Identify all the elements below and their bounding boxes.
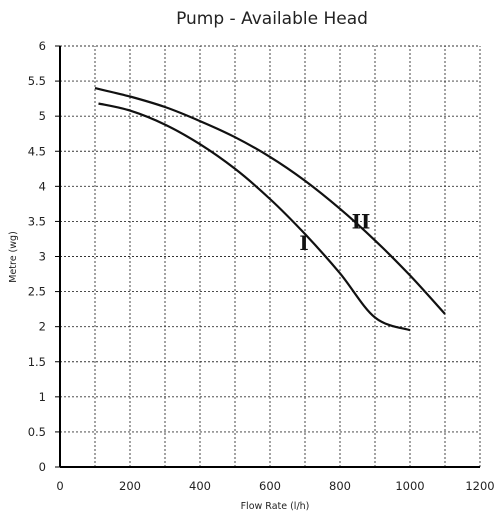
series-label-2: II: [352, 210, 371, 234]
series-line-1: [98, 102, 411, 332]
y-tick-labels: 0 0.5 1 1.5 2 2.5 3 3.5 4 4.5 5 5.5 6: [28, 39, 60, 474]
y-tick-label: 0.5: [28, 425, 46, 439]
y-tick-label: 2.5: [28, 285, 46, 299]
y-tick-label: 2: [39, 320, 46, 334]
y-tick-label: 3.5: [28, 214, 46, 228]
x-tick-label: 0: [56, 479, 63, 493]
x-tick-label: 200: [119, 479, 141, 493]
y-tick-label: 1.5: [28, 355, 46, 369]
x-tick-label: 1200: [465, 479, 494, 493]
y-tick-label: 0: [39, 460, 46, 474]
chart-title: Pump - Available Head: [176, 9, 368, 29]
x-tick-labels: 0 200 400 600 800 1000 1200: [56, 479, 494, 493]
y-axis-label: Metre (wg): [8, 231, 19, 283]
series-labels: III: [299, 210, 370, 255]
series-line-2: [94, 87, 446, 315]
series-layer: [94, 87, 446, 332]
x-tick-label: 1000: [395, 479, 424, 493]
y-tick-label: 3: [39, 250, 46, 264]
y-tick-label: 4: [39, 179, 46, 193]
y-tick-label: 6: [39, 39, 46, 53]
x-tick-label: 400: [189, 479, 211, 493]
y-tick-label: 5: [39, 109, 46, 123]
series-label-1: I: [299, 231, 308, 255]
x-tick-label: 600: [259, 479, 281, 493]
y-tick-label: 5.5: [28, 74, 46, 88]
y-tick-label: 4.5: [28, 144, 46, 158]
grid: [60, 45, 481, 467]
x-tick-label: 800: [329, 479, 351, 493]
y-tick-label: 1: [39, 390, 46, 404]
x-axis-label: Flow Rate (l/h): [241, 501, 310, 512]
